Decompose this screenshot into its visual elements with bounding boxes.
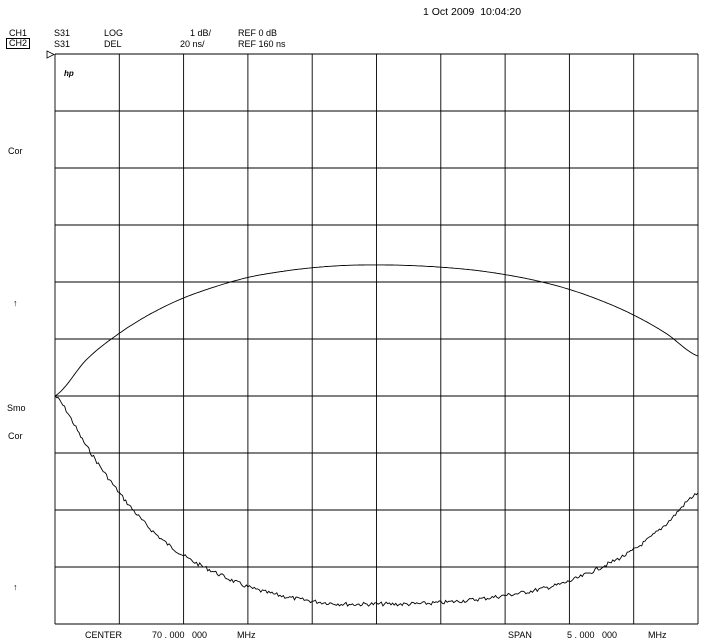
footer-center-value: 70 . 000 000 (152, 630, 208, 640)
timestamp: 1 Oct 2009 10:04:20 (423, 6, 522, 18)
ch2-label: CH2 (6, 38, 31, 49)
hp-logo: hp (64, 69, 74, 78)
left-annotation-arrow-2: ↑ (13, 582, 18, 592)
ch1-param: S31 (54, 28, 71, 38)
ch1-label: CH1 (9, 28, 28, 38)
ch1-trace (54, 264, 699, 397)
ch2-trace (54, 395, 699, 607)
footer-center-label: CENTER (85, 630, 123, 640)
ch2-ref: REF 160 ns (238, 39, 286, 49)
footer-center-unit: MHz (237, 630, 256, 640)
left-annotation-cor-2: Cor (8, 431, 23, 441)
left-annotation-smo: Smo (7, 403, 26, 413)
footer-span-label: SPAN (508, 630, 532, 640)
ch1-scale: 1 dB/ (190, 28, 212, 38)
ch1-reference-marker (46, 50, 55, 59)
ch1-ref: REF 0 dB (238, 28, 278, 38)
footer-span-value: 5 . 000 000 (567, 630, 618, 640)
ch2-scale: 20 ns/ (180, 39, 205, 49)
ch1-format: LOG (104, 28, 124, 38)
left-annotation-cor: Cor (8, 146, 23, 156)
ch2-format: DEL (104, 39, 122, 49)
footer-span-unit: MHz (648, 630, 667, 640)
ch2-param: S31 (54, 39, 71, 49)
left-annotation-arrow-1: ↑ (13, 298, 18, 308)
